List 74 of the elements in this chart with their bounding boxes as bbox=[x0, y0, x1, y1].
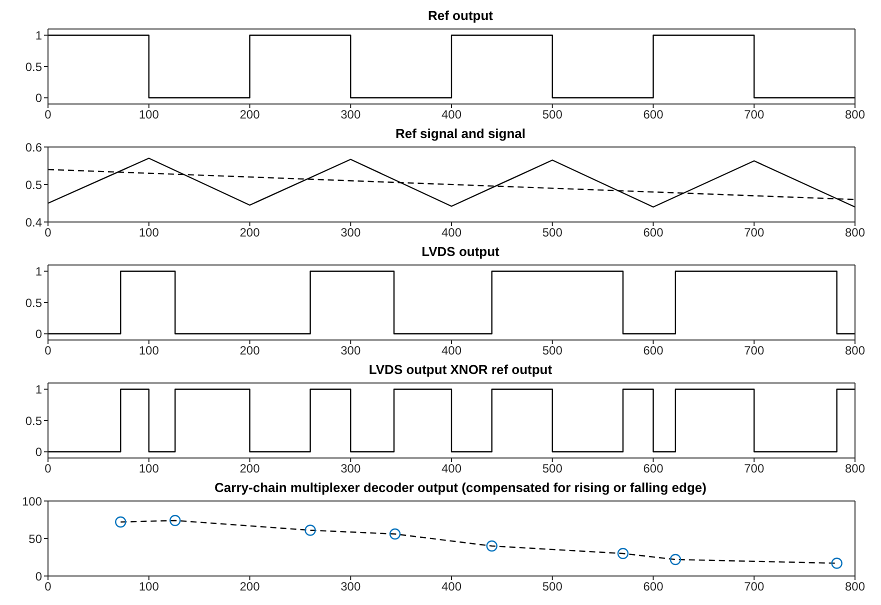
x-tick-label: 300 bbox=[340, 580, 361, 594]
chart-title: Ref output bbox=[427, 8, 494, 24]
y-tick-label: 0 bbox=[35, 91, 42, 106]
y-tick-label: 1 bbox=[35, 28, 42, 43]
x-tick-label: 800 bbox=[844, 108, 866, 122]
y-tick-label: 0.5 bbox=[25, 178, 42, 192]
y-tick-label: 1 bbox=[35, 382, 42, 397]
x-tick-label: 200 bbox=[240, 580, 260, 594]
x-tick-label: 700 bbox=[744, 344, 764, 358]
y-tick-label: 0.5 bbox=[25, 60, 42, 74]
y-tick-label: 0.5 bbox=[25, 296, 42, 310]
x-tick-label: 700 bbox=[744, 226, 764, 240]
x-tick-label: 0 bbox=[44, 580, 52, 594]
x-tick-label: 0 bbox=[44, 226, 52, 240]
chart-title: Carry-chain multiplexer decoder output (compensated for rising or falling edge) bbox=[214, 480, 708, 496]
x-tick-label: 500 bbox=[542, 462, 563, 476]
x-tick-label: 600 bbox=[643, 108, 664, 122]
y-tick-label: 0.5 bbox=[25, 414, 42, 428]
x-tick-label: 300 bbox=[340, 108, 361, 122]
x-tick-label: 800 bbox=[844, 580, 866, 594]
x-tick-label: 0 bbox=[44, 108, 52, 122]
x-tick-label: 200 bbox=[240, 344, 260, 358]
x-tick-label: 200 bbox=[240, 462, 260, 476]
x-tick-label: 600 bbox=[643, 226, 664, 240]
x-tick-label: 100 bbox=[138, 462, 160, 476]
y-tick-label: 1 bbox=[35, 264, 42, 279]
x-tick-label: 600 bbox=[643, 344, 664, 358]
y-tick-label: 50 bbox=[28, 532, 42, 546]
point bbox=[170, 514, 181, 526]
x-tick-label: 100 bbox=[138, 226, 160, 240]
x-tick-label: 600 bbox=[643, 462, 664, 476]
point bbox=[617, 548, 629, 560]
chart-title: Ref signal and signal bbox=[394, 126, 527, 142]
x-tick-label: 0 bbox=[44, 462, 52, 476]
x-tick-label: 300 bbox=[340, 344, 361, 358]
x-tick-label: 500 bbox=[542, 344, 563, 358]
x-tick-label: 300 bbox=[340, 462, 361, 476]
x-tick-label: 400 bbox=[441, 344, 462, 358]
point bbox=[486, 540, 498, 552]
x-tick-label: 500 bbox=[542, 580, 563, 594]
point bbox=[831, 558, 842, 569]
x-tick-label: 500 bbox=[542, 226, 563, 240]
x-tick-label: 300 bbox=[340, 226, 361, 240]
chart-title: LVDS output bbox=[420, 244, 500, 260]
x-tick-label: 400 bbox=[441, 580, 462, 594]
x-tick-label: 800 bbox=[844, 462, 866, 476]
point bbox=[670, 554, 682, 566]
x-tick-label: 800 bbox=[844, 226, 866, 240]
point bbox=[115, 516, 126, 528]
x-tick-label: 100 bbox=[138, 108, 160, 122]
x-tick-label: 700 bbox=[744, 108, 764, 122]
y-tick-label: 0 bbox=[35, 327, 42, 342]
x-tick-label: 500 bbox=[542, 108, 563, 122]
x-tick-label: 700 bbox=[744, 580, 764, 594]
point bbox=[389, 528, 401, 540]
x-tick-label: 800 bbox=[844, 344, 866, 358]
x-tick-label: 400 bbox=[441, 108, 462, 122]
x-tick-label: 400 bbox=[441, 226, 462, 240]
y-tick-label: 0.4 bbox=[25, 215, 42, 230]
chart-title: LVDS output XNOR ref output bbox=[368, 362, 554, 378]
y-tick-label: 0.6 bbox=[25, 140, 42, 154]
x-tick-label: 100 bbox=[138, 580, 160, 594]
y-tick-label: 0 bbox=[35, 445, 42, 460]
point bbox=[304, 524, 316, 536]
y-tick-label: 0 bbox=[35, 569, 42, 584]
x-tick-label: 700 bbox=[744, 462, 764, 476]
x-tick-label: 600 bbox=[643, 580, 664, 594]
x-tick-label: 200 bbox=[240, 226, 260, 240]
x-tick-label: 100 bbox=[138, 344, 160, 358]
x-tick-label: 0 bbox=[44, 344, 52, 358]
x-tick-label: 400 bbox=[441, 462, 462, 476]
x-tick-label: 200 bbox=[240, 108, 260, 122]
line-series bbox=[48, 158, 855, 208]
y-tick-label: 100 bbox=[22, 494, 42, 508]
